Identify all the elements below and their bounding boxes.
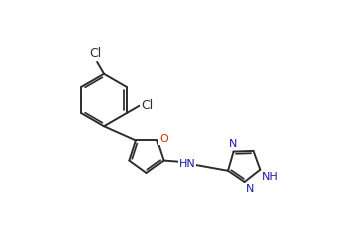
Text: Cl: Cl	[141, 99, 153, 112]
Text: N: N	[229, 138, 238, 148]
Text: O: O	[159, 134, 168, 144]
Text: Cl: Cl	[90, 47, 102, 60]
Text: NH: NH	[262, 172, 279, 182]
Text: HN: HN	[179, 159, 196, 169]
Text: N: N	[246, 184, 254, 194]
